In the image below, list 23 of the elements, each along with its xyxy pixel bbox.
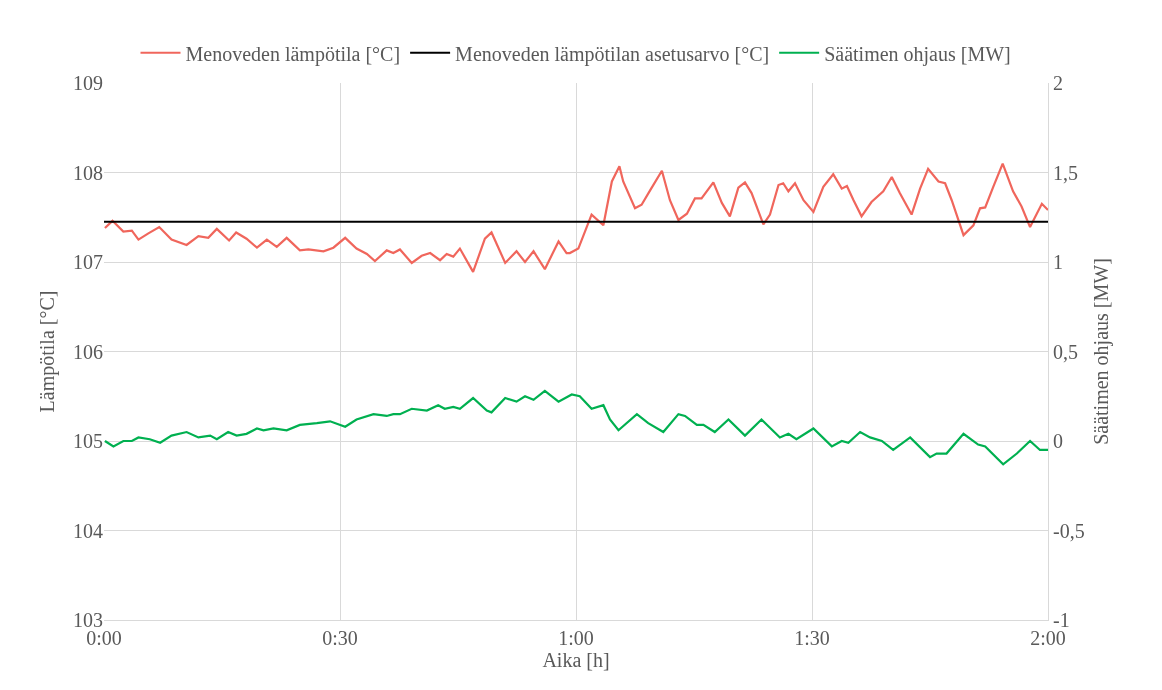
y-tick-label: 106	[73, 340, 103, 363]
y2-tick-label: 0,5	[1053, 340, 1078, 363]
y-tick-label: 104	[73, 519, 103, 542]
legend-label: Menoveden lämpötila [°C]	[185, 42, 401, 66]
y2-tick-label: 2	[1053, 72, 1063, 94]
y-tick-label: 108	[73, 161, 103, 184]
x-tick-label: 1:30	[794, 627, 830, 649]
y-tick-label: 107	[73, 251, 103, 273]
y2-axis-title: Säätimen ohjaus [MW]	[1090, 258, 1113, 445]
x-tick-label: 0:30	[322, 627, 358, 649]
line-series	[104, 389, 1048, 466]
y2-tick-label: 0	[1053, 430, 1063, 452]
line-series	[104, 162, 1048, 273]
y2-tick-label: 1	[1053, 251, 1063, 273]
y2-tick-label: 1,5	[1053, 161, 1078, 184]
x-tick-label: 1:00	[558, 627, 594, 649]
y-tick-label: 105	[73, 430, 103, 452]
y-axis-title: Lämpötila [°C]	[36, 290, 59, 413]
legend-label: Säätimen ohjaus [MW]	[824, 42, 1011, 66]
y-tick-label: 109	[73, 72, 103, 94]
y2-tick-label: -0,5	[1053, 519, 1085, 542]
x-axis-title: Aika [h]	[542, 649, 610, 671]
legend-label: Menoveden lämpötilan asetusarvo [°C]	[455, 42, 770, 66]
